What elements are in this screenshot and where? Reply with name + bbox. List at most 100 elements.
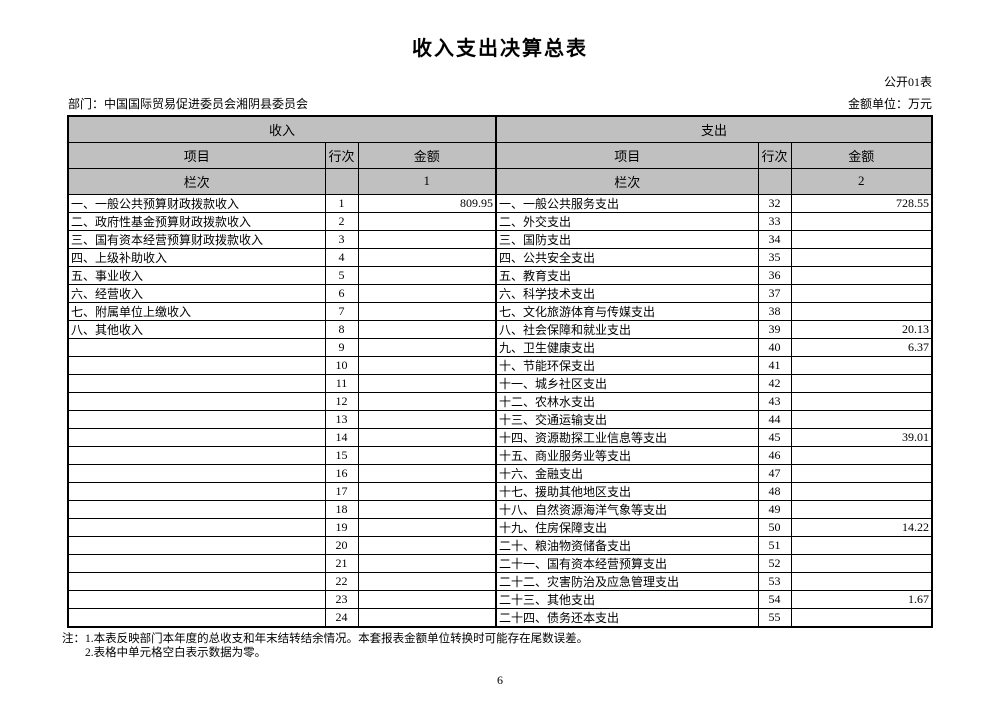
expense-item-cell: 十七、援助其他地区支出 bbox=[495, 481, 759, 501]
income-rowno-cell: 9 bbox=[324, 337, 359, 357]
income-item-cell bbox=[67, 589, 326, 609]
table-code: 公开01表 bbox=[883, 75, 932, 89]
income-item-header: 项目 bbox=[67, 141, 326, 169]
expense-item-cell: 二十、粮油物资储备支出 bbox=[495, 535, 759, 555]
expense-rowno-cell: 51 bbox=[757, 535, 792, 555]
expense-amount-cell: 6.37 bbox=[790, 337, 933, 357]
table-row: 16 十六、金融支出 47 bbox=[67, 463, 933, 483]
income-item-cell: 五、事业收入 bbox=[67, 265, 326, 285]
table-row: 五、事业收入 5 五、教育支出 36 bbox=[67, 265, 933, 285]
table-row: 一、一般公共预算财政拨款收入 1 809.95 一、一般公共服务支出 32 728.55 bbox=[67, 193, 933, 213]
expense-item-cell: 十五、商业服务业等支出 bbox=[495, 445, 759, 465]
expense-rowno-cell: 53 bbox=[757, 571, 792, 591]
expense-item-cell: 十二、农林水支出 bbox=[495, 391, 759, 411]
income-rowno-cell: 13 bbox=[324, 409, 359, 429]
income-column-label: 栏次 bbox=[67, 167, 326, 195]
income-rowno-blank-cell bbox=[324, 167, 359, 195]
income-column-number: 1 bbox=[357, 167, 497, 195]
expense-amount-cell bbox=[790, 607, 933, 627]
table-row: 9 九、卫生健康支出 40 6.37 bbox=[67, 337, 933, 357]
expense-column-label: 栏次 bbox=[495, 167, 759, 195]
expense-item-cell: 九、卫生健康支出 bbox=[495, 337, 759, 357]
expense-amount-cell: 728.55 bbox=[790, 193, 933, 213]
table-row: 四、上级补助收入 4 四、公共安全支出 35 bbox=[67, 247, 933, 267]
table-row: 二、政府性基金预算财政拨款收入 2 二、外交支出 33 bbox=[67, 211, 933, 231]
income-rowno-cell: 5 bbox=[324, 265, 359, 285]
expense-amount-cell bbox=[790, 247, 933, 267]
table-row: 10 十、节能环保支出 41 bbox=[67, 355, 933, 375]
income-rowno-cell: 20 bbox=[324, 535, 359, 555]
expense-item-cell: 六、科学技术支出 bbox=[495, 283, 759, 303]
expense-rowno-cell: 40 bbox=[757, 337, 792, 357]
income-amount-cell bbox=[357, 229, 497, 249]
expense-item-cell: 十九、住房保障支出 bbox=[495, 517, 759, 537]
expense-rowno-cell: 45 bbox=[757, 427, 792, 447]
income-rowno-cell: 14 bbox=[324, 427, 359, 447]
income-rowno-cell: 15 bbox=[324, 445, 359, 465]
expense-item-cell: 十六、金融支出 bbox=[495, 463, 759, 483]
income-rowno-cell: 19 bbox=[324, 517, 359, 537]
income-item-cell bbox=[67, 499, 326, 519]
expense-item-cell: 一、一般公共服务支出 bbox=[495, 193, 759, 213]
expense-rowno-cell: 41 bbox=[757, 355, 792, 375]
expense-amount-cell bbox=[790, 391, 933, 411]
table-row: 八、其他收入 8 八、社会保障和就业支出 39 20.13 bbox=[67, 319, 933, 339]
table-row: 17 十七、援助其他地区支出 48 bbox=[67, 481, 933, 501]
income-item-cell bbox=[67, 535, 326, 555]
income-item-cell bbox=[67, 607, 326, 627]
expense-item-cell: 七、文化旅游体育与传媒支出 bbox=[495, 301, 759, 321]
income-item-cell bbox=[67, 427, 326, 447]
expense-item-cell: 二、外交支出 bbox=[495, 211, 759, 231]
expense-item-cell: 三、国防支出 bbox=[495, 229, 759, 249]
expense-item-cell: 四、公共安全支出 bbox=[495, 247, 759, 267]
column-header-row: 项目 行次 金额 项目 行次 金额 bbox=[67, 141, 933, 169]
table-row: 六、经营收入 6 六、科学技术支出 37 bbox=[67, 283, 933, 303]
expense-rowno-cell: 36 bbox=[757, 265, 792, 285]
expense-rowno-cell: 47 bbox=[757, 463, 792, 483]
income-item-cell: 一、一般公共预算财政拨款收入 bbox=[67, 193, 326, 213]
income-rowno-cell: 21 bbox=[324, 553, 359, 573]
table-row: 11 十一、城乡社区支出 42 bbox=[67, 373, 933, 393]
table-row: 18 十八、自然资源海洋气象等支出 49 bbox=[67, 499, 933, 519]
income-rowno-cell: 16 bbox=[324, 463, 359, 483]
expense-item-header: 项目 bbox=[495, 141, 759, 169]
table-row: 七、附属单位上缴收入 7 七、文化旅游体育与传媒支出 38 bbox=[67, 301, 933, 321]
income-rowno-cell: 12 bbox=[324, 391, 359, 411]
income-item-cell bbox=[67, 337, 326, 357]
income-amount-cell bbox=[357, 445, 497, 465]
expense-item-cell: 二十三、其他支出 bbox=[495, 589, 759, 609]
section-header-row: 收入 支出 bbox=[67, 115, 933, 143]
income-rowno-cell: 3 bbox=[324, 229, 359, 249]
income-item-cell: 八、其他收入 bbox=[67, 319, 326, 339]
income-section-header: 收入 bbox=[67, 115, 497, 143]
income-amount-cell bbox=[357, 589, 497, 609]
expense-rowno-cell: 38 bbox=[757, 301, 792, 321]
note-line-2: 2.表格中单元格空白表示数据为零。 bbox=[85, 647, 267, 660]
income-item-cell bbox=[67, 409, 326, 429]
table-row: 19 十九、住房保障支出 50 14.22 bbox=[67, 517, 933, 537]
income-amount-cell bbox=[357, 319, 497, 339]
expense-item-cell: 五、教育支出 bbox=[495, 265, 759, 285]
expense-rowno-cell: 37 bbox=[757, 283, 792, 303]
expense-rowno-cell: 50 bbox=[757, 517, 792, 537]
income-rowno-cell: 23 bbox=[324, 589, 359, 609]
income-amount-cell bbox=[357, 463, 497, 483]
income-amount-cell bbox=[357, 265, 497, 285]
expense-item-cell: 十八、自然资源海洋气象等支出 bbox=[495, 499, 759, 519]
expense-amount-cell: 39.01 bbox=[790, 427, 933, 447]
expense-rowno-cell: 48 bbox=[757, 481, 792, 501]
table-row: 22 二十二、灾害防治及应急管理支出 53 bbox=[67, 571, 933, 591]
income-amount-cell bbox=[357, 427, 497, 447]
income-amount-header: 金额 bbox=[357, 141, 497, 169]
income-rowno-cell: 2 bbox=[324, 211, 359, 231]
account-summary-table: 收入 支出 项目 行次 金额 项目 行次 金额 栏次 1 栏次 2 一、一般公共… bbox=[67, 115, 933, 628]
expense-rowno-cell: 54 bbox=[757, 589, 792, 609]
table-header: 收入 支出 项目 行次 金额 项目 行次 金额 栏次 1 栏次 2 bbox=[67, 115, 933, 195]
column-index-row: 栏次 1 栏次 2 bbox=[67, 167, 933, 195]
expense-item-cell: 十一、城乡社区支出 bbox=[495, 373, 759, 393]
income-rowno-cell: 24 bbox=[324, 607, 359, 627]
page-title: 收入支出决算总表 bbox=[412, 38, 588, 60]
expense-rowno-blank-cell bbox=[757, 167, 792, 195]
income-rowno-cell: 4 bbox=[324, 247, 359, 267]
